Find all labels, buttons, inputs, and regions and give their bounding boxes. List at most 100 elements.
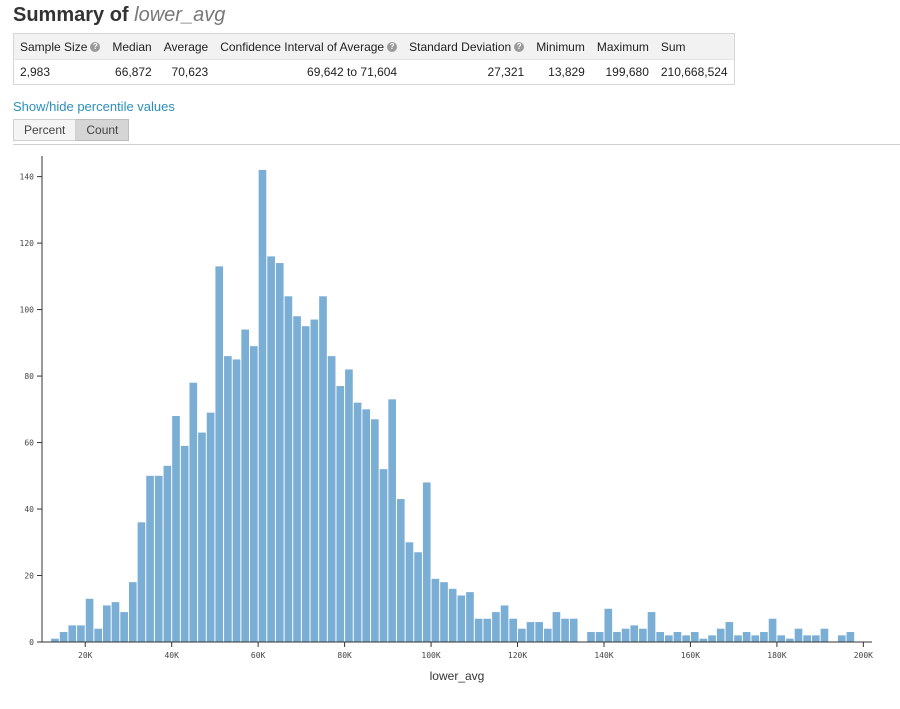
histogram-bar	[189, 382, 198, 642]
histogram-bar	[457, 595, 466, 642]
histogram-bar	[777, 635, 786, 642]
header-median: Median	[106, 33, 158, 60]
histogram-bar	[405, 542, 414, 642]
histogram-bar	[327, 356, 336, 642]
stats-value-row: 2,983 66,872 70,623 69,642 to 71,604 27,…	[14, 60, 735, 85]
histogram-bar	[172, 415, 180, 642]
y-tick-label: 20	[24, 572, 34, 581]
histogram-bar	[690, 632, 699, 642]
header-maximum: Maximum	[590, 33, 655, 60]
x-tick-label: 40K	[164, 651, 179, 660]
histogram-bar	[120, 612, 128, 642]
value-maximum: 199,680	[605, 65, 649, 79]
histogram-bar	[613, 632, 621, 642]
histogram-bar	[786, 638, 794, 642]
histogram-bar	[526, 622, 535, 642]
histogram-bar	[258, 169, 267, 642]
axes-group: 0 20 40 60 80 100 120 140 20K 40K 60K 80K 100K 120K 14…	[20, 156, 873, 660]
histogram-bar	[708, 635, 716, 642]
page-title: Summary of lower_avg	[13, 4, 225, 27]
histogram-bar	[111, 602, 120, 642]
histogram-bar	[656, 632, 664, 642]
histogram-bar	[535, 622, 543, 642]
histogram-bar	[275, 263, 284, 642]
header-minimum: Minimum	[530, 33, 591, 60]
header-standard-deviation: Standard Deviation?	[403, 33, 531, 60]
histogram-bar	[68, 625, 77, 642]
histogram-bar	[215, 266, 224, 642]
x-tick-label: 20K	[78, 651, 93, 660]
histogram-bar	[379, 469, 388, 642]
percent-button[interactable]: Percent	[13, 119, 77, 141]
histogram-bar	[820, 628, 829, 642]
count-button[interactable]: Count	[76, 119, 130, 141]
histogram-bar	[146, 475, 154, 642]
histogram-bar	[345, 369, 353, 642]
histogram-bar	[500, 605, 509, 642]
histogram-bar	[301, 326, 310, 642]
histogram-bar	[492, 612, 500, 642]
histogram-bar	[431, 578, 440, 642]
histogram-bar	[422, 482, 431, 642]
header-sum: Sum	[654, 33, 735, 60]
help-icon[interactable]: ?	[90, 42, 101, 53]
y-tick-label: 0	[29, 638, 34, 647]
histogram-bar	[85, 598, 94, 642]
header-confidence-interval: Confidence Interval of Average?	[214, 33, 404, 60]
x-tick-label: 200K	[854, 651, 873, 660]
title-prefix: Summary of	[13, 4, 129, 26]
value-average: 70,623	[171, 65, 209, 79]
histogram-bar	[293, 316, 301, 642]
histogram-bar	[466, 592, 474, 642]
x-tick-label: 120K	[508, 651, 527, 660]
histogram-bar	[647, 612, 656, 642]
header-sample-size: Sample Size?	[13, 33, 107, 60]
histogram-bar	[224, 356, 232, 642]
histogram-bar	[630, 625, 639, 642]
help-icon[interactable]: ?	[514, 42, 525, 53]
histogram-bar	[128, 582, 137, 642]
histogram-bar	[440, 582, 448, 642]
histogram-bar	[232, 359, 241, 642]
histogram-bar	[94, 628, 103, 642]
help-icon[interactable]: ?	[387, 42, 398, 53]
header-average: Average	[157, 33, 215, 60]
histogram-bar	[388, 399, 396, 642]
histogram-bar	[319, 296, 327, 642]
percent-count-toggle: Percent Count	[13, 119, 130, 141]
x-tick-label: 160K	[681, 651, 700, 660]
histogram-bar	[760, 632, 768, 642]
percentile-toggle-link[interactable]: Show/hide percentile values	[13, 99, 175, 114]
y-tick-label: 100	[20, 306, 35, 315]
histogram-bar	[353, 402, 362, 642]
x-tick-label: 60K	[251, 651, 266, 660]
value-standard-deviation: 27,321	[487, 65, 525, 79]
histogram-bar	[509, 618, 518, 642]
histogram-bar	[267, 256, 275, 642]
divider	[13, 144, 900, 145]
histogram-bar	[803, 635, 811, 642]
x-tick-label: 140K	[594, 651, 613, 660]
x-axis-label: lower_avg	[430, 669, 485, 683]
histogram-bar	[561, 618, 569, 642]
histogram-bar	[241, 329, 249, 642]
histogram-bar	[414, 552, 422, 642]
histogram-bar	[768, 618, 777, 642]
histogram-bar	[552, 612, 561, 642]
histogram-bar	[103, 605, 111, 642]
histogram-bar	[474, 618, 483, 642]
y-tick-label: 80	[24, 372, 34, 381]
histogram-bar	[518, 628, 526, 642]
histogram-bar	[734, 635, 742, 642]
y-tick-label: 120	[20, 239, 35, 248]
histogram-bar	[483, 618, 492, 642]
x-tick-label: 100K	[421, 651, 440, 660]
value-median: 66,872	[115, 65, 152, 79]
histogram-bar	[725, 622, 734, 642]
histogram-bar	[846, 632, 855, 642]
histogram-bar	[51, 638, 59, 642]
histogram-bar	[673, 632, 682, 642]
histogram-chart: 0 20 40 60 80 100 120 140 20K 40K 60K 80K 100K 120K 14…	[20, 156, 873, 683]
summary-stats-table: Sample Size? Median Average Confidence I…	[13, 33, 735, 85]
histogram-bar	[682, 635, 690, 642]
